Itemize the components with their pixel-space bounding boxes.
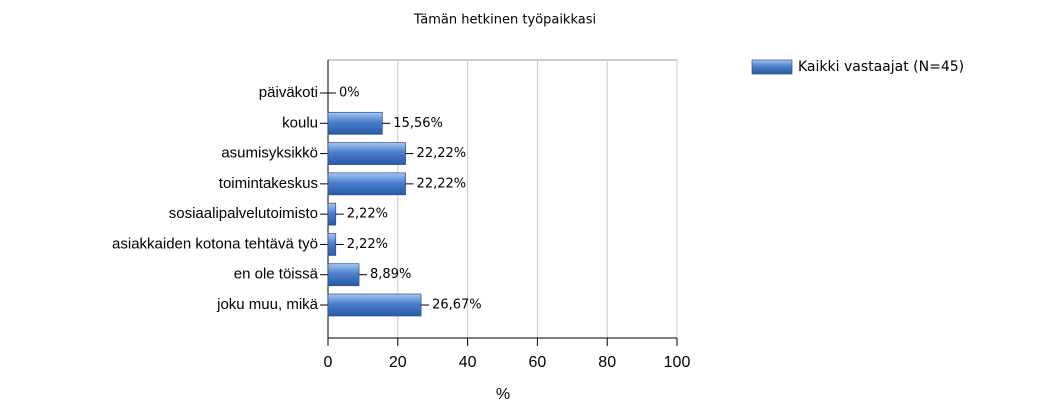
x-tick-label: 40 [459,354,477,371]
value-label: 2,22% [347,207,388,222]
value-label: 0% [339,86,360,101]
value-label: 26,67% [432,298,482,313]
y-tick-label: päiväkoti [259,84,318,101]
y-tick-label: en ole töissä [234,266,319,283]
x-tick-label: 0 [324,354,333,371]
y-tick-label: koulu [282,114,318,131]
bar [327,293,422,317]
bar [327,233,337,256]
value-label: 2,22% [347,237,388,252]
value-label: 22,22% [417,146,467,161]
x-tick-label: 20 [389,354,407,371]
chart-title: Tämän hetkinen työpaikkasi [413,13,596,28]
bar [327,172,406,196]
bar [327,111,383,135]
y-tick-label: toimintakeskus [219,175,318,192]
bar [327,263,360,287]
legend-label: Kaikki vastaajat (N=45) [798,59,964,75]
legend-swatch [751,59,793,75]
bar [327,142,406,165]
value-label: 8,89% [370,267,411,282]
x-tick-label: 100 [664,354,691,371]
bar [327,202,337,226]
x-tick-label: 60 [529,354,547,371]
x-axis-label: % [496,386,510,403]
y-tick-label: joku muu, mikä [216,296,319,313]
value-label: 15,56% [393,116,443,131]
x-tick-label: 80 [598,354,616,371]
value-label: 22,22% [417,176,467,191]
y-tick-label: asiakkaiden kotona tehtävä työ [112,235,318,252]
y-tick-label: sosiaalipalvelutoimisto [169,205,318,222]
y-tick-label: asumisyksikkö [221,145,318,162]
